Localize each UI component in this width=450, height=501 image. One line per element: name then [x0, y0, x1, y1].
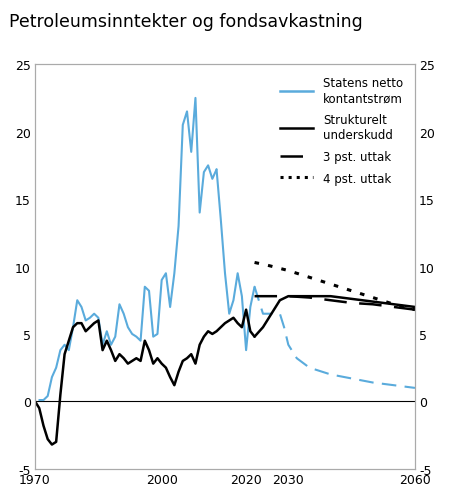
Legend: Statens netto
kontantstrøm, Strukturelt
underskudd, 3 pst. uttak, 4 pst. uttak: Statens netto kontantstrøm, Strukturelt … — [275, 73, 408, 190]
Text: Petroleumsinntekter og fondsavkastning: Petroleumsinntekter og fondsavkastning — [9, 13, 363, 31]
